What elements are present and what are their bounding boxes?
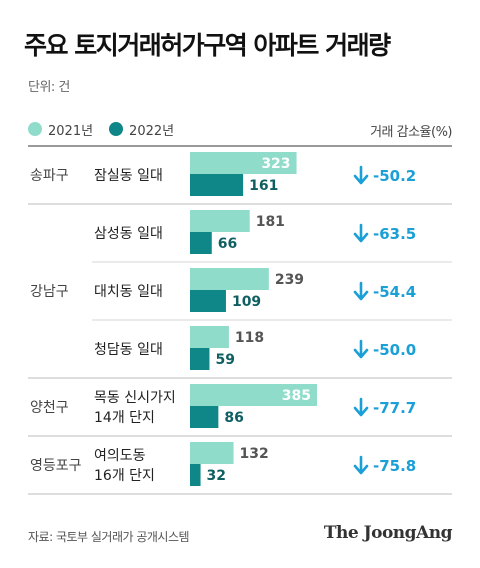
bar-2022 xyxy=(190,464,201,486)
value-label-2022: 86 xyxy=(224,410,243,426)
district-label: 강남구 xyxy=(30,284,69,300)
value-label-2022: 66 xyxy=(218,236,237,252)
district-label: 송파구 xyxy=(30,168,69,184)
bar-2021 xyxy=(190,210,250,232)
area-label: 14개 단지 xyxy=(94,410,155,426)
bar-2022 xyxy=(190,406,219,428)
value-label-2021: 385 xyxy=(282,388,311,404)
value-label-2021: 118 xyxy=(235,330,264,346)
bar-2021 xyxy=(190,384,317,406)
value-label-2021: 239 xyxy=(275,272,304,288)
bar-2021 xyxy=(190,152,297,174)
bar-2022 xyxy=(190,290,226,312)
change-rate-value: -54.4 xyxy=(373,283,416,301)
value-label-2021: 181 xyxy=(256,214,285,230)
down-arrow-icon xyxy=(353,455,369,475)
value-label-2021: 132 xyxy=(240,446,269,462)
change-rate-value: -50.0 xyxy=(373,341,416,359)
down-arrow-icon xyxy=(353,397,369,417)
area-label: 잠실동 일대 xyxy=(94,168,163,184)
legend-label-2021: 2021년 xyxy=(48,123,94,139)
bar-2021 xyxy=(190,268,269,290)
area-label: 16개 단지 xyxy=(94,468,155,484)
bar-2022 xyxy=(190,348,210,370)
value-label-2022: 32 xyxy=(207,468,226,484)
value-label-2022: 59 xyxy=(215,352,234,368)
legend-item-2022: 2022년 xyxy=(109,120,174,139)
change-rate-value: -50.2 xyxy=(373,167,416,185)
down-arrow-icon xyxy=(353,223,369,243)
source-note: 자료: 국토부 실거래가 공개시스템 xyxy=(28,530,190,544)
value-label-2022: 161 xyxy=(249,178,278,194)
bar-2021 xyxy=(190,442,234,464)
down-arrow-icon xyxy=(353,339,369,359)
area-label: 목동 신시가지 xyxy=(94,390,176,406)
district-label: 영등포구 xyxy=(30,458,82,474)
legend-swatch-2021 xyxy=(28,122,42,136)
chart-title: 주요 토지거래허가구역 아파트 거래량 xyxy=(24,31,391,60)
bar-2021 xyxy=(190,326,229,348)
change-rate-value: -63.5 xyxy=(373,225,416,243)
district-label: 양천구 xyxy=(30,400,69,416)
area-label: 여의도동 xyxy=(94,448,146,464)
change-rate-header: 거래 감소율(%) xyxy=(370,125,452,140)
value-label-2022: 109 xyxy=(232,294,261,310)
unit-label: 단위: 건 xyxy=(28,80,70,95)
down-arrow-icon xyxy=(353,281,369,301)
area-label: 삼성동 일대 xyxy=(94,226,163,242)
change-rate-value: -75.8 xyxy=(373,457,416,475)
legend-item-2021: 2021년 xyxy=(28,120,93,139)
bar-2022 xyxy=(190,232,212,254)
bar-2022 xyxy=(190,174,244,196)
legend: 2021년 2022년 xyxy=(28,120,190,139)
brand-logo: The JoongAng xyxy=(323,523,453,543)
value-label-2021: 323 xyxy=(261,156,290,172)
down-arrow-icon xyxy=(353,165,369,185)
change-rate-value: -77.7 xyxy=(373,399,416,417)
legend-swatch-2022 xyxy=(109,122,124,136)
area-label: 대치동 일대 xyxy=(94,284,163,300)
legend-label-2022: 2022년 xyxy=(129,123,175,139)
area-label: 청담동 일대 xyxy=(94,342,163,358)
